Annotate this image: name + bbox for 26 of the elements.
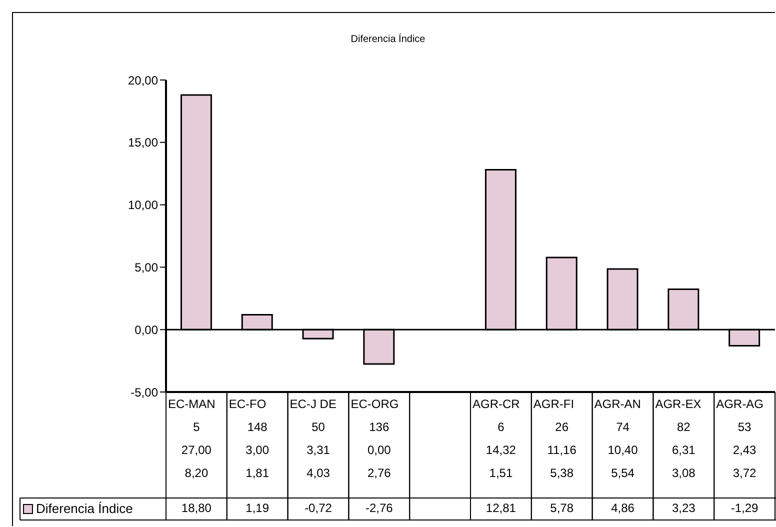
data-label: 3,23 — [672, 501, 696, 515]
x-tick-label: EC-J DE 50 3,31 4,03 — [290, 397, 336, 480]
data-label: -1,29 — [730, 501, 759, 515]
x-tick-label: EC-FO 148 3,00 1,81 — [228, 397, 270, 480]
data-label: 4,86 — [611, 501, 635, 515]
y-tick-label: 15,00 — [128, 136, 158, 150]
x-tick-label: AGR-FI 26 11,16 5,38 — [533, 397, 577, 480]
x-tick-label: EC-ORG 136 0,00 2,76 — [350, 397, 399, 480]
x-tick-label: EC-MAN 5 27,00 8,20 — [168, 397, 216, 480]
x-tick-label: AGR-CR 6 14,32 1,51 — [472, 397, 520, 480]
data-label: 5,78 — [550, 501, 574, 515]
y-tick-label: -5,00 — [130, 385, 158, 400]
data-label: 18,80 — [181, 501, 212, 515]
y-tick-label: 0,00 — [134, 322, 158, 337]
data-label: -0,72 — [304, 501, 332, 515]
y-tick-label: 10,00 — [128, 198, 158, 212]
data-label: 12,81 — [486, 501, 516, 515]
data-label: 1,19 — [246, 501, 270, 515]
y-tick-label: 20,00 — [128, 73, 158, 88]
y-tick-label: 5,00 — [134, 260, 158, 274]
legend-label: Diferencia Índice — [36, 501, 133, 516]
x-tick-label: AGR-AN 74 10,40 5,54 — [594, 397, 641, 480]
x-tick-label: AGR-EX 82 6,31 3,08 — [655, 397, 702, 480]
data-label: -2,76 — [365, 501, 394, 515]
x-tick-label: AGR-AG 53 2,43 3,72 — [716, 397, 764, 480]
chart-title: Diferencia Índice — [350, 34, 426, 45]
